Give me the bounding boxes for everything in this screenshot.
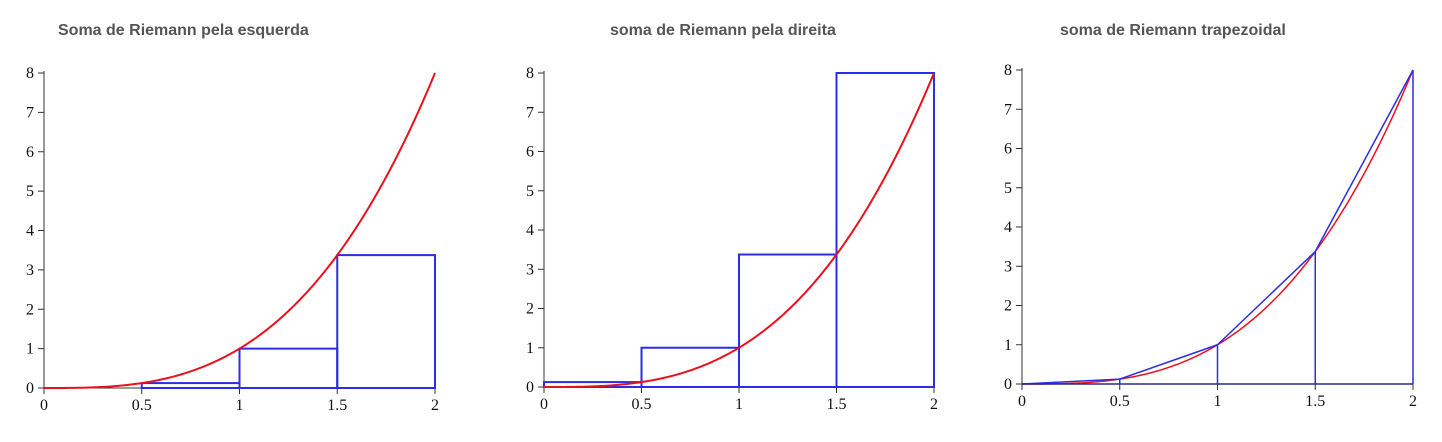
riemann-rectangle (336, 254, 436, 389)
y-tick-label: 1 (26, 341, 34, 358)
x-tick-label: 0.5 (1110, 393, 1130, 410)
x-tick-label: 1 (735, 396, 743, 413)
y-tick-label: 5 (526, 183, 534, 200)
x-tick-label: 1 (1214, 393, 1222, 410)
chart-title: soma de Riemann pela direita (610, 22, 836, 39)
x-tick-label: 2 (930, 396, 938, 413)
y-tick-label: 2 (1004, 298, 1012, 315)
right-riemann-chart: 0 1 2 3 4 5 6 7 8 0 0.5 1 1.5 2 (526, 65, 938, 413)
y-tick-label: 6 (26, 144, 34, 161)
riemann-rectangle (140, 382, 241, 389)
x-tick-label: 0.5 (132, 397, 152, 414)
y-tick-label: 3 (1004, 258, 1012, 275)
y-tick-label: 5 (26, 183, 34, 200)
x-tick-label: 0 (40, 397, 48, 414)
function-curve (1022, 69, 1414, 385)
y-tick-label: 4 (26, 223, 34, 240)
x-tick-label: 2 (431, 397, 439, 414)
y-tick-label: 8 (1004, 62, 1012, 79)
x-tick-label: 1.5 (327, 397, 347, 414)
y-tick-label: 4 (1004, 219, 1012, 236)
x-tick-label: 1.5 (1305, 393, 1325, 410)
y-tick-label: 8 (26, 65, 34, 82)
chart-title: soma de Riemann trapezoidal (1060, 22, 1286, 39)
x-tick-label: 0 (540, 396, 548, 413)
y-tick-label: 7 (26, 104, 34, 121)
trapezoid-top (1314, 69, 1414, 252)
y-tick-label: 5 (1004, 180, 1012, 197)
function-curve (44, 72, 436, 389)
trapezoid-top (1216, 250, 1316, 346)
x-tick-label: 0.5 (632, 396, 652, 413)
x-tick-label: 1.5 (827, 396, 847, 413)
y-tick-label: 6 (526, 144, 534, 161)
y-tick-label: 7 (1004, 101, 1012, 118)
y-tick-label: 4 (526, 222, 534, 239)
y-tick-label: 6 (1004, 141, 1012, 158)
riemann-rectangle (835, 72, 935, 388)
y-tick-label: 0 (1004, 376, 1012, 393)
chart-title: Soma de Riemann pela esquerda (58, 22, 309, 39)
y-tick-label: 0 (26, 380, 34, 397)
y-tick-label: 3 (526, 261, 534, 278)
trapezoid-top (1021, 378, 1120, 385)
y-tick-label: 2 (526, 301, 534, 318)
trapezoid-riemann-chart: 0 1 2 3 4 5 6 7 8 0 0.5 1 1.5 2 (1004, 62, 1417, 410)
y-tick-label: 2 (26, 301, 34, 318)
y-tick-label: 7 (526, 104, 534, 121)
y-tick-label: 3 (26, 262, 34, 279)
y-tick-label: 1 (526, 340, 534, 357)
riemann-rectangle (640, 346, 740, 388)
y-tick-label: 0 (526, 379, 534, 396)
trapezoid-top (1119, 344, 1218, 380)
function-curve (544, 72, 935, 388)
trapezoid-riemann-panel: soma de Riemann trapezoidal 0 1 2 3 4 5 6 7 8 0 0.… (965, 0, 1442, 442)
x-tick-label: 2 (1409, 393, 1417, 410)
x-tick-label: 0 (1018, 393, 1026, 410)
left-riemann-chart: 0 1 2 3 4 5 6 7 8 0 0.5 1 1.5 2 (26, 65, 439, 414)
y-tick-label: 1 (1004, 337, 1012, 354)
x-tick-label: 1 (236, 397, 244, 414)
y-tick-label: 8 (526, 65, 534, 82)
riemann-rectangle (238, 347, 339, 389)
